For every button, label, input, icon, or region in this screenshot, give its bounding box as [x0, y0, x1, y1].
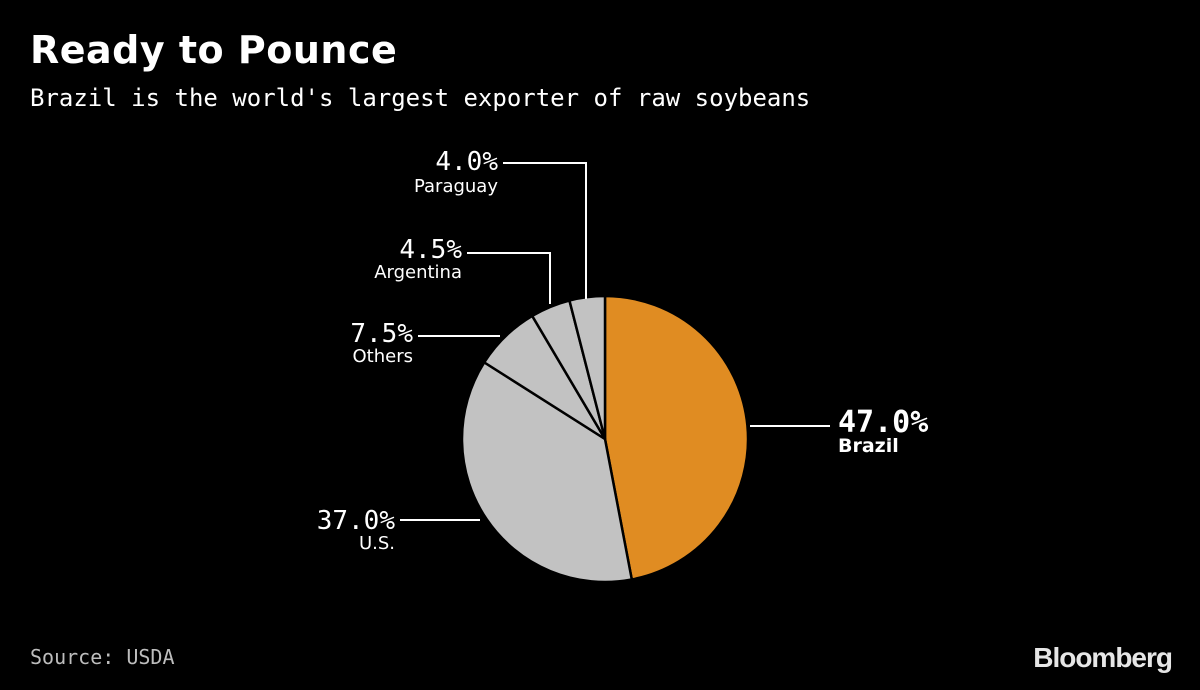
chart-subtitle: Brazil is the world's largest exporter o…	[30, 84, 811, 112]
category-label-argentina: Argentina	[374, 262, 462, 283]
value-label-others: 7.5%	[350, 319, 413, 349]
leader-line-argentina	[467, 252, 551, 304]
category-label-paraguay: Paraguay	[414, 176, 498, 197]
category-label-brazil: Brazil	[838, 435, 899, 457]
bloomberg-logo: Bloomberg	[1033, 642, 1173, 673]
leader-line-paraguay	[503, 162, 587, 299]
pie-slice-paraguay	[567, 294, 607, 440]
pie-slice-u-s	[460, 360, 634, 584]
chart-title: Ready to Pounce	[30, 28, 398, 72]
value-label-brazil: 47.0%	[838, 405, 928, 440]
value-label-paraguay: 4.0%	[435, 147, 498, 177]
value-label-u-s: 37.0%	[317, 506, 396, 536]
category-label-others: Others	[353, 346, 414, 367]
pie-slice-brazil	[603, 294, 750, 581]
source-note: Source: USDA	[30, 645, 175, 669]
value-label-argentina: 4.5%	[399, 235, 462, 265]
category-label-u-s: U.S.	[359, 533, 395, 554]
